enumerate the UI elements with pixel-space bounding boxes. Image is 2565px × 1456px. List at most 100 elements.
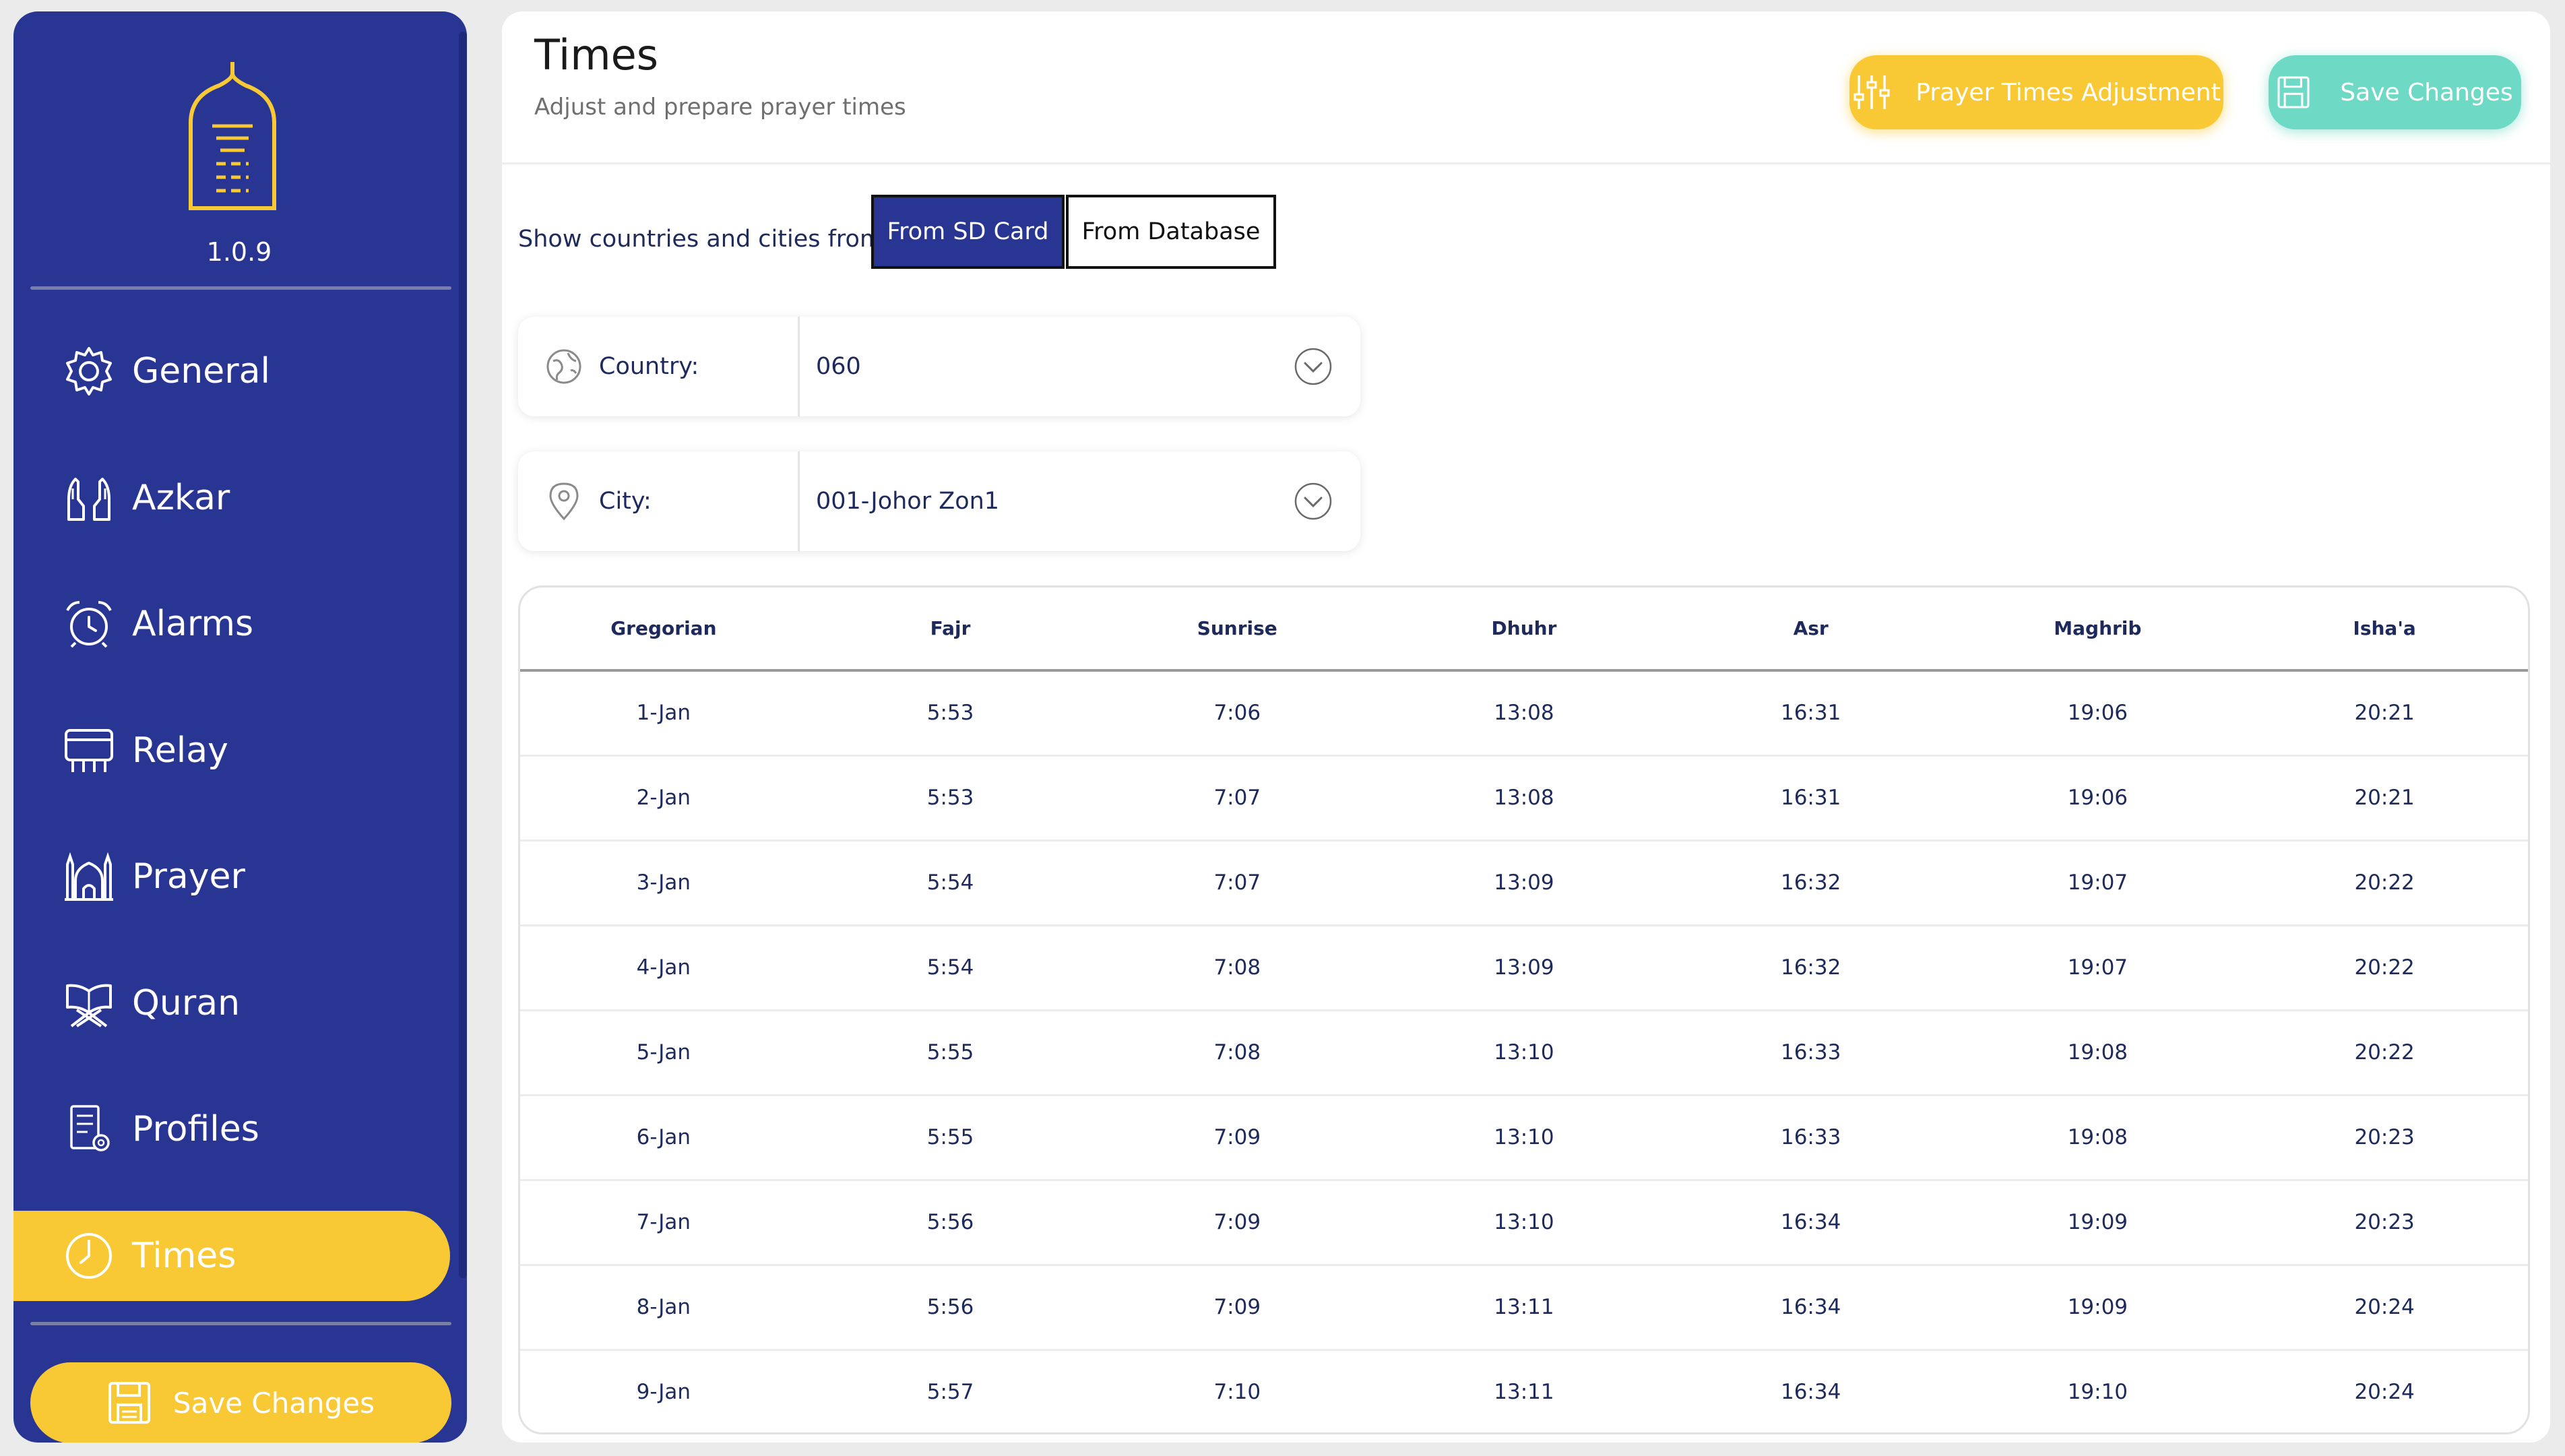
table-cell: 20:24	[2241, 1265, 2528, 1351]
app-logo	[13, 59, 451, 214]
sidebar-save-label: Save Changes	[172, 1386, 375, 1420]
table-cell: 16:31	[1667, 670, 1955, 757]
table-cell: 3-Jan	[520, 840, 807, 926]
sidebar: 1.0.9 General Azkar Alarms Relay	[13, 11, 467, 1443]
sidebar-divider-top	[30, 286, 451, 290]
table-cell: 13:10	[1381, 1180, 1668, 1266]
table-cell: 5:56	[806, 1180, 1094, 1266]
table-row[interactable]: 4-Jan 5:54 7:08 13:09 16:32 19:07 20:22	[520, 925, 2528, 1011]
table-cell: 16:31	[1667, 755, 1955, 842]
page-subtitle: Adjust and prepare prayer times	[534, 94, 906, 121]
page-title: Times	[534, 30, 659, 80]
table-cell: 16:33	[1667, 1010, 1955, 1096]
sidebar-item-profiles[interactable]: Profiles	[13, 1084, 450, 1174]
table-cell: 6-Jan	[520, 1095, 807, 1181]
column-header: Asr	[1667, 588, 1955, 672]
chevron-down-icon	[1294, 482, 1332, 520]
table-cell: 19:10	[1954, 1350, 2242, 1432]
sidebar-item-quran[interactable]: Quran	[13, 958, 450, 1048]
table-row[interactable]: 6-Jan 5:55 7:09 13:10 16:33 19:08 20:23	[520, 1095, 2528, 1181]
header-divider	[502, 162, 2550, 164]
globe-map-icon	[546, 349, 581, 384]
floppy-disk-icon	[107, 1379, 154, 1426]
sidebar-item-label: General	[132, 351, 270, 391]
sidebar-item-azkar[interactable]: Azkar	[13, 453, 450, 543]
city-select[interactable]: City: 001-Johor Zon1	[518, 451, 1360, 551]
table-row[interactable]: 2-Jan 5:53 7:07 13:08 16:31 19:06 20:21	[520, 755, 2528, 842]
column-header: Sunrise	[1094, 588, 1381, 672]
table-cell: 20:23	[2241, 1180, 2528, 1266]
table-header-row: Gregorian Fajr Sunrise Dhuhr Asr Maghrib Isha'…	[520, 588, 2528, 672]
prayer-times-adjustment-button[interactable]: Prayer Times Adjustment	[1849, 55, 2223, 129]
prayer-times-table: Gregorian Fajr Sunrise Dhuhr Asr Maghrib Isha'…	[518, 585, 2530, 1434]
table-cell: 1-Jan	[520, 670, 807, 757]
column-header: Fajr	[806, 588, 1094, 672]
times-table: Gregorian Fajr Sunrise Dhuhr Asr Maghrib Isha'…	[520, 588, 2528, 1432]
table-cell: 5:55	[806, 1095, 1094, 1181]
table-cell: 16:34	[1667, 1350, 1955, 1432]
table-cell: 16:32	[1667, 925, 1955, 1011]
table-row[interactable]: 1-Jan 5:53 7:06 13:08 16:31 19:06 20:21	[520, 670, 2528, 757]
table-cell: 19:08	[1954, 1010, 2242, 1096]
sidebar-item-label: Relay	[132, 730, 228, 771]
sidebar-item-general[interactable]: General	[13, 326, 450, 416]
table-row[interactable]: 5-Jan 5:55 7:08 13:10 16:33 19:08 20:22	[520, 1010, 2528, 1096]
source-sd-card-button[interactable]: From SD Card	[871, 195, 1065, 269]
alarm-clock-icon	[62, 597, 116, 651]
table-cell: 5:53	[806, 670, 1094, 757]
column-header: Gregorian	[520, 588, 807, 672]
relay-icon	[62, 724, 116, 778]
save-button-label: Save Changes	[2340, 78, 2513, 106]
city-label: City:	[599, 488, 652, 515]
table-cell: 19:08	[1954, 1095, 2242, 1181]
table-cell: 16:33	[1667, 1095, 1955, 1181]
table-cell: 13:08	[1381, 670, 1668, 757]
app-version: 1.0.9	[206, 237, 272, 267]
country-select[interactable]: Country: 060	[518, 317, 1360, 416]
table-row[interactable]: 7-Jan 5:56 7:09 13:10 16:34 19:09 20:23	[520, 1180, 2528, 1266]
table-cell: 7:07	[1094, 840, 1381, 926]
table-cell: 5:54	[806, 925, 1094, 1011]
chevron-down-icon	[1294, 348, 1332, 385]
table-cell: 5:54	[806, 840, 1094, 926]
table-cell: 20:21	[2241, 755, 2528, 842]
city-separator	[798, 451, 800, 551]
table-cell: 7:08	[1094, 925, 1381, 1011]
save-changes-button[interactable]: Save Changes	[2269, 55, 2521, 129]
table-cell: 7:08	[1094, 1010, 1381, 1096]
sidebar-item-label: Prayer	[132, 856, 245, 897]
city-value: 001-Johor Zon1	[816, 488, 1000, 515]
table-cell: 7:09	[1094, 1095, 1381, 1181]
sidebar-divider-bottom	[30, 1322, 451, 1325]
gear-icon	[62, 344, 116, 398]
sidebar-item-prayer[interactable]: Prayer	[13, 831, 450, 922]
sidebar-save-button[interactable]: Save Changes	[30, 1362, 451, 1443]
source-database-button[interactable]: From Database	[1066, 195, 1276, 269]
sidebar-item-times[interactable]: Times	[13, 1211, 450, 1301]
table-cell: 9-Jan	[520, 1350, 807, 1432]
table-cell: 13:11	[1381, 1265, 1668, 1351]
table-row[interactable]: 9-Jan 5:57 7:10 13:11 16:34 19:10 20:24	[520, 1350, 2528, 1432]
sidebar-item-alarms[interactable]: Alarms	[13, 579, 450, 669]
table-cell: 7:06	[1094, 670, 1381, 757]
table-cell: 5:55	[806, 1010, 1094, 1096]
table-cell: 19:09	[1954, 1265, 2242, 1351]
sidebar-item-relay[interactable]: Relay	[13, 705, 450, 796]
table-row[interactable]: 3-Jan 5:54 7:07 13:09 16:32 19:07 20:22	[520, 840, 2528, 926]
table-cell: 8-Jan	[520, 1265, 807, 1351]
country-separator	[798, 317, 800, 416]
table-cell: 13:10	[1381, 1010, 1668, 1096]
table-cell: 19:07	[1954, 840, 2242, 926]
location-pin-icon	[549, 482, 579, 521]
table-cell: 19:09	[1954, 1180, 2242, 1266]
main-panel: Times Adjust and prepare prayer times Pr…	[502, 11, 2550, 1443]
sidebar-scrollbar[interactable]	[459, 32, 467, 1278]
table-cell: 7:10	[1094, 1350, 1381, 1432]
table-row[interactable]: 8-Jan 5:56 7:09 13:11 16:34 19:09 20:24	[520, 1265, 2528, 1351]
profiles-icon	[62, 1102, 116, 1156]
clock-icon	[62, 1229, 116, 1283]
sidebar-item-label: Alarms	[132, 604, 254, 644]
table-cell: 20:23	[2241, 1095, 2528, 1181]
column-header: Maghrib	[1954, 588, 2242, 672]
